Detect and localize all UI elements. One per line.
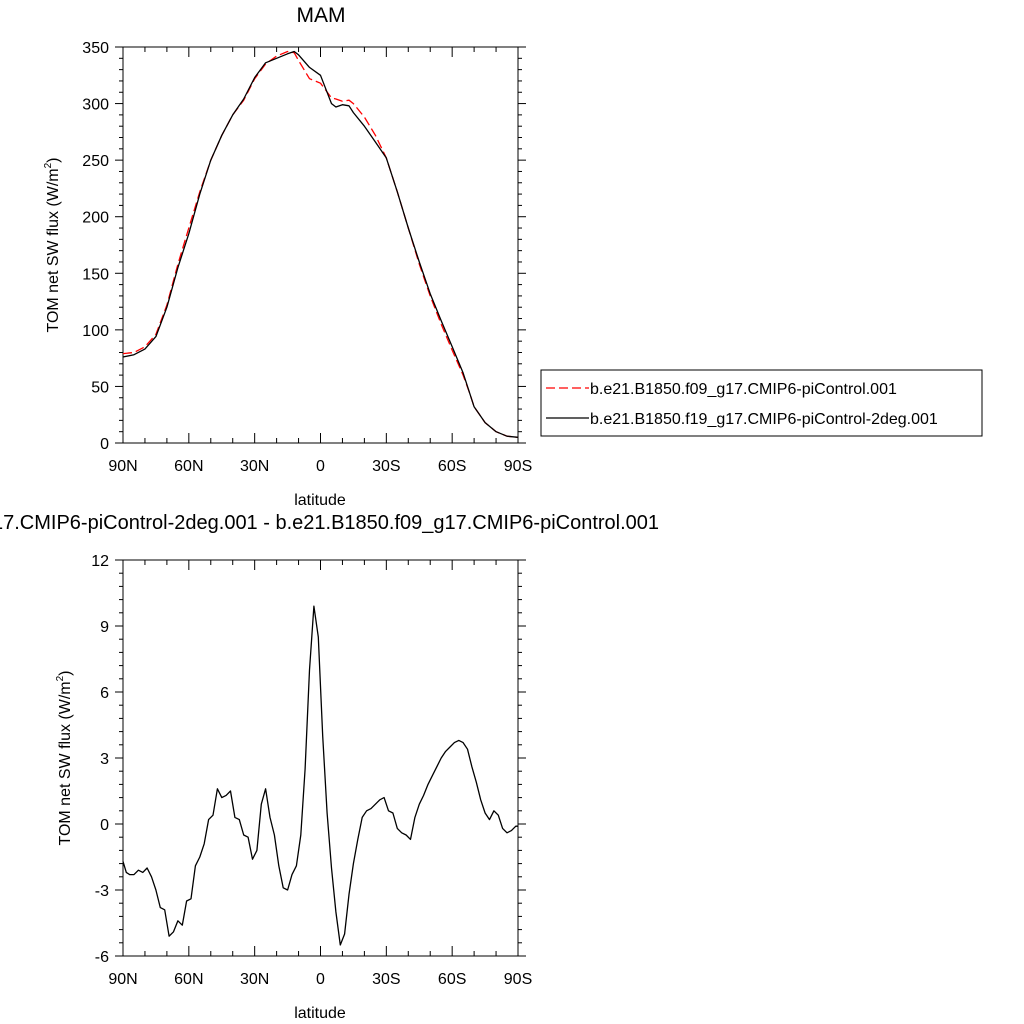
bottom-y-tick-label: -6: [95, 949, 109, 966]
legend: b.e21.B1850.f09_g17.CMIP6-piControl.001 …: [540, 369, 983, 437]
legend-box: [540, 369, 983, 437]
bottom-y-tick-label: -3: [95, 883, 109, 900]
bottom-panel: b.e21.B1850.f19_g17.CMIP6-piControl-2deg…: [0, 512, 659, 1022]
top-x-tick-label: 90S: [504, 458, 532, 475]
top-x-axis-label: latitude: [294, 492, 346, 509]
bottom-y-tick-label: 9: [100, 619, 109, 636]
top-y-tick-label: 50: [91, 379, 109, 396]
top-plot-frame: [122, 46, 519, 444]
top-y-tick-label: 300: [82, 97, 109, 114]
top-y-tick-label: 350: [82, 40, 109, 57]
top-x-tick-label: 30N: [240, 458, 269, 475]
top-x-ticks: 90N 60N 30N 0 30S 60S 90S: [108, 47, 532, 475]
legend-label-f09: b.e21.B1850.f09_g17.CMIP6-piControl.001: [590, 381, 897, 398]
bottom-x-ticks: 90N 60N 30N 0 30S 60S 90S: [108, 560, 532, 988]
bottom-plot-frame: [122, 559, 519, 957]
bottom-x-axis-label: latitude: [294, 1005, 346, 1022]
top-chart-title: MAM: [297, 4, 346, 27]
bottom-series-line-0: [122, 605, 518, 946]
bottom-y-tick-label: 3: [100, 751, 109, 768]
top-y-ticks: 0 50 100 150 200 250 300 350: [82, 40, 526, 453]
top-x-tick-label: 60N: [174, 458, 203, 475]
bottom-series-group: [122, 605, 518, 946]
top-y-tick-label: 150: [82, 266, 109, 283]
top-y-tick-label: 0: [100, 436, 109, 453]
top-panel: MAM 90N 60N 30N 0 30S 60S 90S 0 50 100 150 200 250 3…: [43, 4, 532, 509]
bottom-y-axis-label: TOM net SW flux (W/m2): [55, 670, 74, 845]
bottom-x-tick-label: 30S: [372, 971, 400, 988]
bottom-x-tick-label: 90S: [504, 971, 532, 988]
top-y-tick-label: 200: [82, 210, 109, 227]
top-series-group: [122, 50, 519, 438]
bottom-x-tick-label: 30N: [240, 971, 269, 988]
bottom-y-tick-label: 6: [100, 685, 109, 702]
bottom-chart-title: b.e21.B1850.f19_g17.CMIP6-piControl-2deg…: [0, 512, 659, 534]
top-x-tick-label: 60S: [438, 458, 466, 475]
top-x-tick-label: 90N: [108, 458, 137, 475]
bottom-x-tick-label: 60N: [174, 971, 203, 988]
top-series-line-0: [122, 50, 519, 438]
legend-label-f19: b.e21.B1850.f19_g17.CMIP6-piControl-2deg…: [590, 411, 938, 428]
top-y-tick-label: 250: [82, 153, 109, 170]
bottom-x-tick-label: 90N: [108, 971, 137, 988]
top-x-tick-label: 0: [316, 458, 325, 475]
bottom-y-ticks: -6 -3 0 3 6 9 12: [91, 553, 526, 966]
top-x-tick-label: 30S: [372, 458, 400, 475]
top-y-tick-label: 100: [82, 323, 109, 340]
top-y-axis-label: TOM net SW flux (W/m2): [43, 157, 62, 332]
bottom-x-tick-label: 60S: [438, 971, 466, 988]
bottom-y-tick-label: 0: [100, 817, 109, 834]
top-series-line-1: [122, 50, 519, 438]
bottom-y-tick-label: 12: [91, 553, 109, 570]
bottom-x-tick-label: 0: [316, 971, 325, 988]
